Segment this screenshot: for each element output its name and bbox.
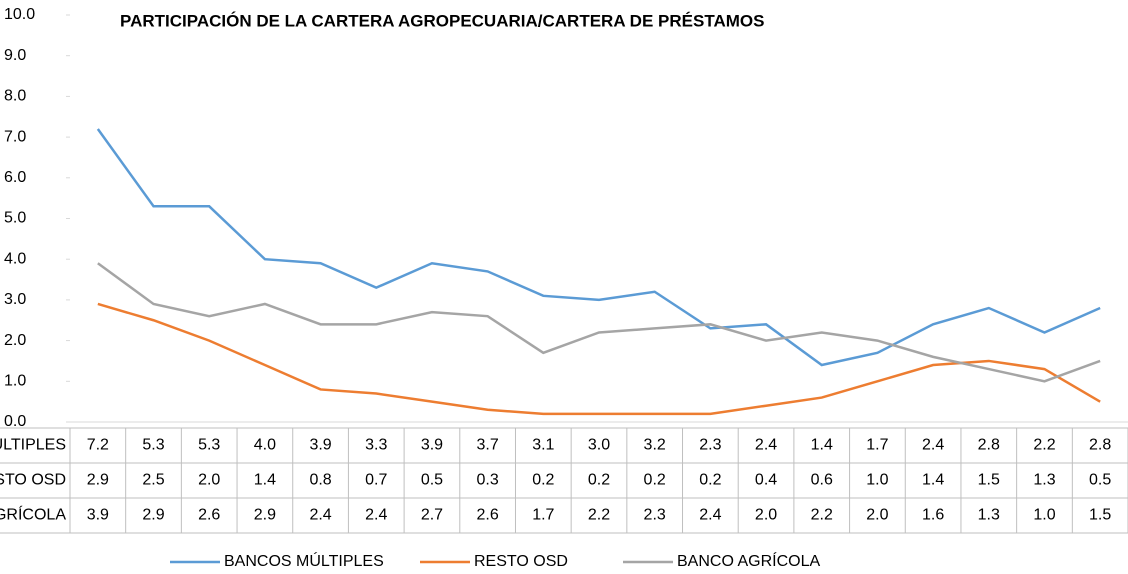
table-cell: 5.3 xyxy=(198,437,220,454)
chart-title: PARTICIPACIÓN DE LA CARTERA AGROPECUARIA… xyxy=(120,11,764,30)
table-cell: 3.1 xyxy=(532,437,554,454)
table-cell: 3.3 xyxy=(365,437,387,454)
table-cell: 3.9 xyxy=(87,507,109,524)
y-tick-label: 2.0 xyxy=(4,332,26,349)
table-cell: 2.4 xyxy=(922,437,944,454)
table-cell: 1.0 xyxy=(866,472,888,489)
table-cell: 0.4 xyxy=(755,472,777,489)
table-cell: 0.5 xyxy=(1089,472,1111,489)
table-cell: 0.3 xyxy=(477,472,499,489)
y-tick-label: 7.0 xyxy=(4,128,26,145)
table-cell: 0.2 xyxy=(532,472,554,489)
table-cell: 1.4 xyxy=(922,472,944,489)
y-tick-label: 3.0 xyxy=(4,291,26,308)
table-cell: 1.0 xyxy=(1033,507,1055,524)
y-tick-label: 1.0 xyxy=(4,373,26,390)
legend-label: BANCOS MÚLTIPLES xyxy=(224,551,384,570)
table-row-label: RESTO OSD xyxy=(0,472,66,489)
table-cell: 2.4 xyxy=(365,507,387,524)
table-cell: 2.7 xyxy=(421,507,443,524)
legend-label: RESTO OSD xyxy=(474,553,568,570)
y-tick-label: 6.0 xyxy=(4,169,26,186)
table-cell: 2.0 xyxy=(866,507,888,524)
table-cell: 1.6 xyxy=(922,507,944,524)
table-cell: 2.4 xyxy=(699,507,721,524)
y-tick-label: 5.0 xyxy=(4,210,26,227)
table-cell: 7.2 xyxy=(87,437,109,454)
table-cell: 2.6 xyxy=(477,507,499,524)
table-cell: 3.9 xyxy=(421,437,443,454)
table-cell: 2.8 xyxy=(1089,437,1111,454)
table-cell: 2.2 xyxy=(1033,437,1055,454)
table-cell: 2.4 xyxy=(755,437,777,454)
table-cell: 0.2 xyxy=(699,472,721,489)
legend-label: BANCO AGRÍCOLA xyxy=(677,551,820,570)
table-cell: 4.0 xyxy=(254,437,276,454)
y-tick-label: 8.0 xyxy=(4,88,26,105)
table-cell: 0.7 xyxy=(365,472,387,489)
table-cell: 0.5 xyxy=(421,472,443,489)
table-row-label: BANCOS MÚLTIPLES xyxy=(0,435,66,454)
y-tick-label: 0.0 xyxy=(4,413,26,430)
table-cell: 2.3 xyxy=(699,437,721,454)
table-cell: 2.9 xyxy=(87,472,109,489)
series-line xyxy=(97,262,1101,383)
table-cell: 1.3 xyxy=(978,507,1000,524)
table-cell: 1.7 xyxy=(532,507,554,524)
table-cell: 2.2 xyxy=(811,507,833,524)
table-cell: 2.9 xyxy=(142,507,164,524)
table-cell: 0.2 xyxy=(588,472,610,489)
table-cell: 2.0 xyxy=(755,507,777,524)
y-tick-label: 9.0 xyxy=(4,47,26,64)
table-cell: 0.8 xyxy=(309,472,331,489)
table-cell: 1.5 xyxy=(1089,507,1111,524)
table-row-label: BANCO AGRÍCOLA xyxy=(0,505,66,524)
table-cell: 0.6 xyxy=(811,472,833,489)
y-tick-label: 4.0 xyxy=(4,250,26,267)
table-cell: 1.3 xyxy=(1033,472,1055,489)
table-cell: 1.4 xyxy=(811,437,833,454)
table-cell: 2.4 xyxy=(309,507,331,524)
table-cell: 2.0 xyxy=(198,472,220,489)
table-cell: 2.9 xyxy=(254,507,276,524)
table-cell: 3.2 xyxy=(644,437,666,454)
table-cell: 3.0 xyxy=(588,437,610,454)
table-cell: 3.7 xyxy=(477,437,499,454)
table-cell: 0.2 xyxy=(644,472,666,489)
table-cell: 2.6 xyxy=(198,507,220,524)
table-cell: 2.3 xyxy=(644,507,666,524)
table-cell: 3.9 xyxy=(309,437,331,454)
table-cell: 2.2 xyxy=(588,507,610,524)
table-cell: 5.3 xyxy=(142,437,164,454)
table-cell: 1.4 xyxy=(254,472,276,489)
series-line xyxy=(96,128,1101,367)
table-cell: 1.7 xyxy=(866,437,888,454)
table-cell: 2.8 xyxy=(978,437,1000,454)
series-line xyxy=(97,302,1101,416)
table-cell: 1.5 xyxy=(978,472,1000,489)
table-cell: 2.5 xyxy=(142,472,164,489)
y-tick-label: 10.0 xyxy=(4,6,35,23)
